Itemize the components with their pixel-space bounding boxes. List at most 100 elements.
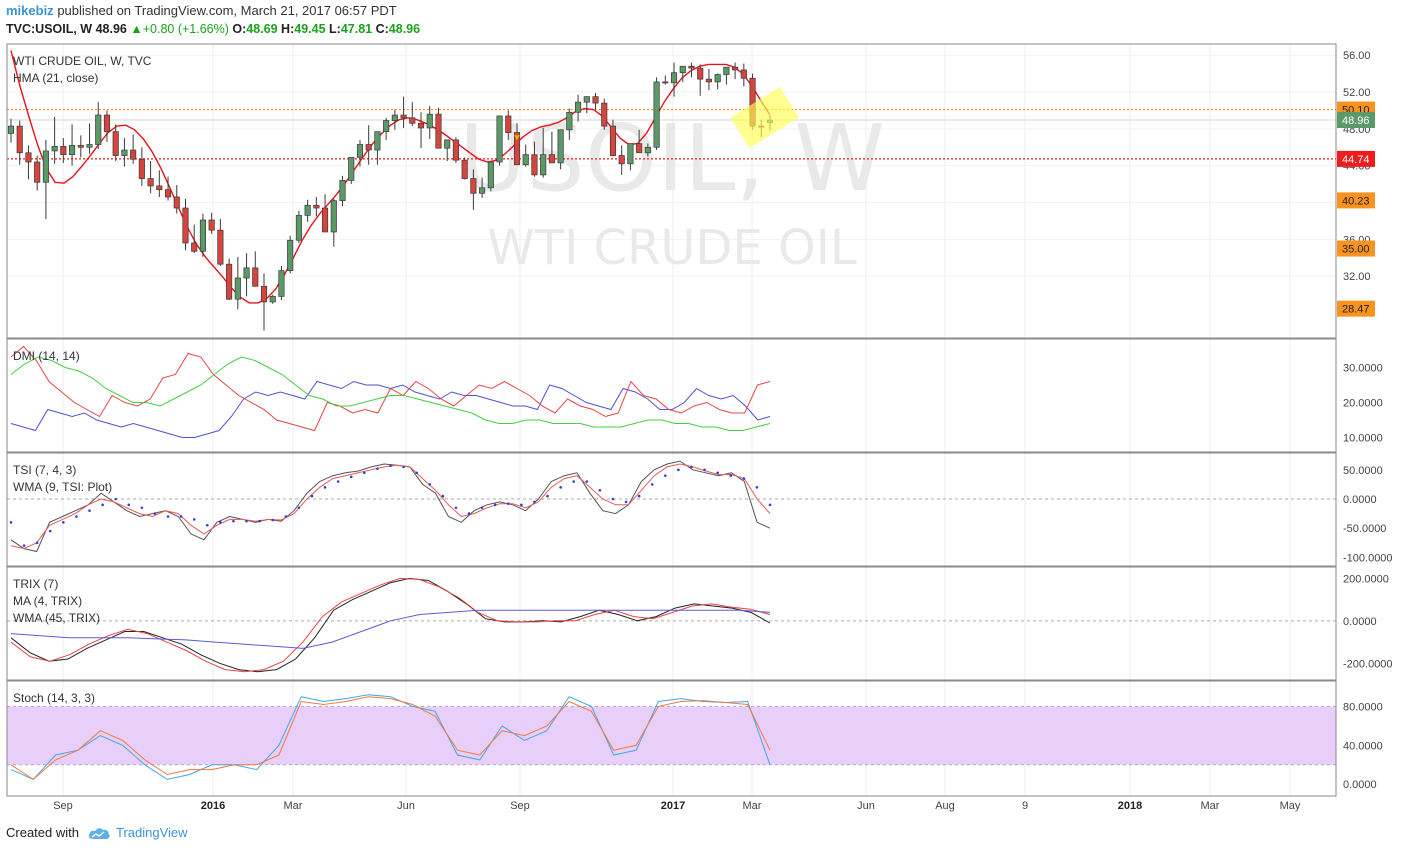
x-tick-label: Mar <box>1201 800 1220 812</box>
candle <box>313 196 320 217</box>
candle <box>592 92 599 110</box>
series-dot <box>624 500 628 504</box>
price-tag-label: 35.00 <box>1342 244 1370 256</box>
candle <box>670 62 678 97</box>
candle <box>164 176 172 201</box>
series-dot <box>127 503 131 507</box>
candle-body <box>77 145 84 148</box>
footer: Created with TradingView <box>6 825 188 840</box>
candle-body <box>435 113 442 149</box>
cloud-icon <box>88 827 110 839</box>
candle-body <box>662 81 669 84</box>
candle <box>575 94 582 122</box>
series-line <box>10 577 771 673</box>
main-title: WTI CRUDE OIL, W, TVC <box>13 54 152 68</box>
candle-body <box>356 144 364 158</box>
close-label: C: <box>375 22 389 36</box>
close-value: 48.96 <box>388 22 421 36</box>
candle-body <box>470 178 477 194</box>
stoch-band-fill <box>7 706 1336 765</box>
candle-body <box>636 143 643 154</box>
series-line <box>10 694 771 781</box>
candle <box>112 124 119 162</box>
series-dot <box>559 486 562 489</box>
indicator-tick-label: -50.0000 <box>1343 523 1386 535</box>
candle-body <box>644 146 651 154</box>
series-dot <box>755 486 759 489</box>
x-tick-label: Mar <box>284 800 303 812</box>
series-dot <box>729 474 733 477</box>
candle <box>479 177 486 198</box>
tradingview-brand: TradingView <box>115 825 188 840</box>
hma-label: HMA (21, close) <box>13 71 98 85</box>
candle <box>121 138 128 167</box>
series-line <box>10 356 771 431</box>
candle <box>662 75 669 85</box>
candle-body <box>383 120 390 132</box>
series-dot <box>245 519 248 523</box>
series-dot <box>572 480 576 483</box>
candle <box>199 213 206 257</box>
candle-body <box>575 101 582 113</box>
indicator-tick-label: -200.0000 <box>1343 658 1393 670</box>
candle-body <box>627 143 634 165</box>
candle-body <box>156 185 163 190</box>
series-dot <box>520 503 523 507</box>
candle <box>103 110 111 142</box>
candle <box>513 123 521 166</box>
indicator-tick-label: 20.0000 <box>1343 398 1383 410</box>
author-link[interactable]: mikebiz <box>6 3 54 18</box>
candle <box>697 64 704 96</box>
series-dot <box>493 503 497 507</box>
candle-body <box>723 66 730 75</box>
series-dot <box>768 503 772 507</box>
x-tick-label: May <box>1280 800 1301 812</box>
candle-body <box>226 263 233 300</box>
series-line <box>10 577 771 673</box>
candle-body <box>548 154 555 164</box>
up-triangle-icon: ▲ <box>130 22 143 36</box>
indicator-tick-label: 50.0000 <box>1343 465 1383 477</box>
candle <box>260 273 268 331</box>
series-dot <box>166 515 170 518</box>
series-dot <box>349 475 353 479</box>
candle-body <box>25 152 32 163</box>
candle <box>732 62 739 80</box>
x-tick-label: Aug <box>935 800 955 812</box>
candle-body <box>164 189 172 198</box>
indicator-tick-label: 80.0000 <box>1343 701 1383 713</box>
candle-body <box>295 215 302 241</box>
candle <box>496 115 503 166</box>
candle <box>156 170 163 197</box>
candle-body <box>679 65 686 74</box>
candle <box>130 134 137 164</box>
candle-body <box>51 145 58 152</box>
series-dot <box>428 483 432 486</box>
candle-body <box>714 74 721 83</box>
series-dot <box>205 523 209 527</box>
candle <box>583 96 590 114</box>
series-dot <box>402 465 405 469</box>
series-dot <box>323 486 327 489</box>
highlight-box <box>730 86 799 149</box>
candle-body <box>130 149 137 160</box>
candle-body <box>260 285 268 303</box>
pane-frame-3 <box>6 566 1337 681</box>
signal-marker <box>514 135 520 141</box>
tradingview-logo[interactable]: TradingView <box>87 825 188 840</box>
price-change: +0.80 (+1.66%) <box>142 22 229 36</box>
price-tag-box <box>1337 150 1375 167</box>
series-dot <box>153 512 157 515</box>
series-dot <box>677 468 680 472</box>
series-dot <box>664 474 667 477</box>
candle <box>356 139 364 167</box>
price-tag-label: 28.47 <box>1342 304 1370 316</box>
price-tag-box <box>1337 192 1375 209</box>
open-label: O: <box>232 22 247 36</box>
candle-body <box>513 132 521 166</box>
series-dot <box>75 515 78 518</box>
candle-body <box>505 115 512 133</box>
candles <box>7 62 774 331</box>
candle-body <box>540 154 547 176</box>
